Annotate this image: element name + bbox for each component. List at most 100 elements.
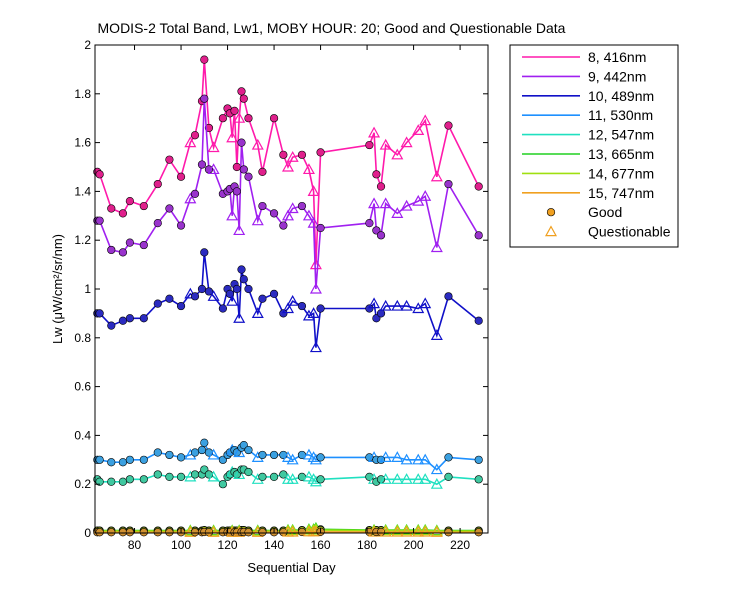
x-tick-label: 160 xyxy=(311,538,331,552)
good-point xyxy=(95,455,104,464)
y-tick-label: 2 xyxy=(84,38,91,52)
questionable-point xyxy=(391,207,404,218)
questionable-point xyxy=(281,209,295,221)
questionable-point xyxy=(251,307,264,318)
questionable-point xyxy=(207,141,220,153)
good-point xyxy=(95,170,104,179)
good-point xyxy=(316,223,325,233)
legend: 8, 416nm 9, 442nm 10, 489nm 11, 530nm 12, 54… xyxy=(509,44,679,248)
good-point xyxy=(232,284,241,294)
good-point xyxy=(176,301,186,311)
good-point xyxy=(218,114,227,123)
questionable-point xyxy=(226,131,239,143)
good-point xyxy=(365,140,374,150)
questionable-point xyxy=(286,294,299,306)
questionable-point xyxy=(307,307,320,318)
questionable-point xyxy=(207,526,220,537)
good-point xyxy=(107,458,116,467)
questionable-point xyxy=(368,297,381,309)
good-point xyxy=(139,314,148,323)
questionable-point xyxy=(412,525,425,537)
good-point xyxy=(218,480,227,489)
series-line xyxy=(97,98,480,290)
good-point xyxy=(444,179,453,189)
good-point xyxy=(376,182,386,191)
good-point xyxy=(153,448,162,457)
good-point xyxy=(190,131,200,140)
good-point xyxy=(297,150,307,159)
good-point xyxy=(153,528,162,537)
good-point xyxy=(218,304,227,313)
good-point xyxy=(107,321,116,330)
good-point xyxy=(269,472,279,481)
questionable-point xyxy=(309,282,322,294)
questionable-point xyxy=(391,473,404,484)
y-tick-label: 1.2 xyxy=(74,233,91,247)
questionable-point xyxy=(307,216,320,228)
questionable-point xyxy=(281,160,295,172)
questionable-point xyxy=(368,197,381,209)
good-point xyxy=(118,477,128,486)
good-point xyxy=(279,221,288,230)
questionable-point xyxy=(233,468,246,480)
questionable-point xyxy=(233,111,246,123)
questionable-point xyxy=(307,473,320,484)
legend-label: 8, 416nm xyxy=(588,49,646,65)
good-point xyxy=(316,453,325,462)
good-point xyxy=(258,472,267,481)
series-0 xyxy=(93,55,483,270)
x-tick-label: 180 xyxy=(357,538,377,552)
good-point xyxy=(176,172,186,181)
good-point xyxy=(107,477,116,486)
questionable-point xyxy=(379,525,392,537)
good-point xyxy=(244,445,253,455)
y-tick-label: 0.6 xyxy=(74,380,91,394)
questionable-point xyxy=(281,451,295,462)
y-tick-label: 1.4 xyxy=(74,184,91,198)
questionable-point xyxy=(251,138,264,150)
legend-good-marker xyxy=(546,208,556,217)
x-tick-label: 80 xyxy=(128,538,142,552)
legend-label: 12, 547nm xyxy=(588,127,654,143)
good-point xyxy=(376,231,386,240)
good-point xyxy=(316,475,325,484)
questionable-point xyxy=(412,124,425,135)
good-point xyxy=(165,472,174,481)
questionable-point xyxy=(379,138,392,150)
questionable-point xyxy=(184,192,197,204)
questionable-point xyxy=(400,473,413,484)
questionable-point xyxy=(391,451,404,462)
questionable-point xyxy=(412,453,425,465)
questionable-point xyxy=(286,202,299,214)
good-point xyxy=(118,528,128,537)
good-point xyxy=(372,170,381,179)
good-point xyxy=(444,121,453,130)
legend-label: 10, 489nm xyxy=(588,88,654,104)
x-tick-label: 100 xyxy=(171,538,191,552)
good-point xyxy=(125,475,134,484)
series-line xyxy=(97,440,479,471)
good-point xyxy=(190,292,200,301)
good-point xyxy=(139,240,148,250)
questionable-point xyxy=(302,209,315,221)
questionable-point xyxy=(226,209,239,221)
questionable-point xyxy=(307,451,320,462)
questionable-point xyxy=(184,136,197,148)
good-point xyxy=(118,458,128,467)
questionable-point xyxy=(430,329,443,340)
legend-label: 14, 677nm xyxy=(588,165,654,181)
questionable-point xyxy=(307,185,320,196)
good-point xyxy=(107,204,116,213)
y-axis-title: Lw (μW/cm²/sr/nm) xyxy=(50,234,65,344)
questionable-point xyxy=(419,114,432,126)
questionable-point xyxy=(368,126,381,138)
axis-ticks: 80 100 120 140 160 180 200 220 0 0.2 0.4 0.6 0.8 1 1.2… xyxy=(74,38,488,552)
legend-label: 15, 747nm xyxy=(588,185,654,201)
y-tick-label: 1.6 xyxy=(74,136,91,150)
y-tick-label: 0.2 xyxy=(74,477,91,491)
good-point xyxy=(118,209,128,218)
good-point xyxy=(279,470,288,479)
questionable-point xyxy=(233,312,246,323)
good-point xyxy=(190,470,200,479)
y-tick-label: 1.8 xyxy=(74,87,91,101)
